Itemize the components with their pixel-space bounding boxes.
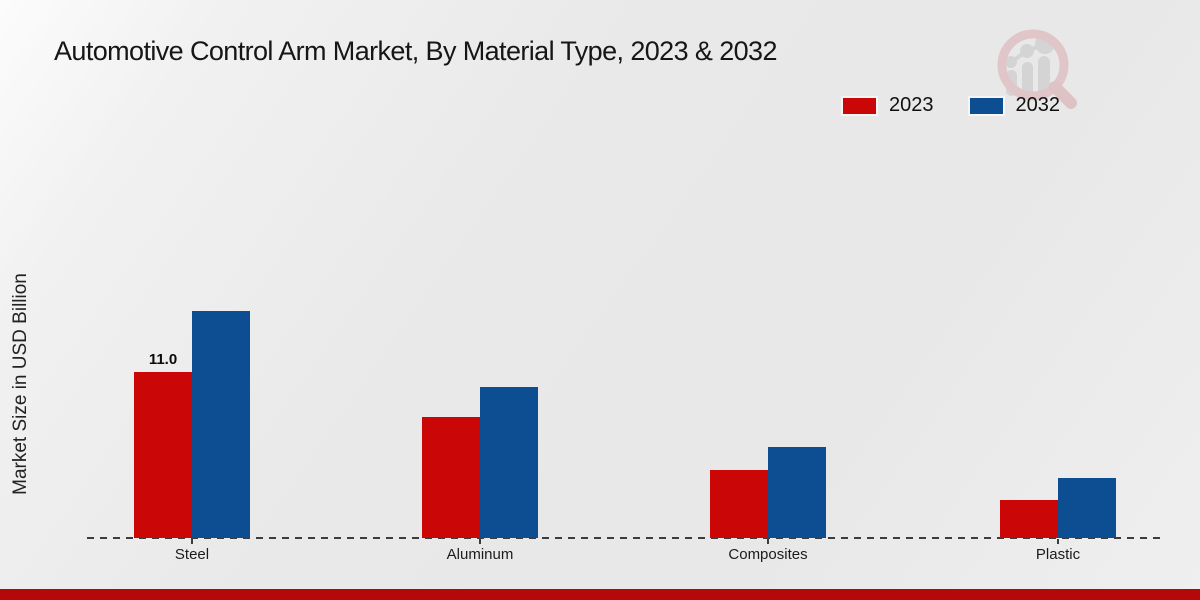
legend-item-2023: 2023 xyxy=(843,94,934,117)
legend-item-2032: 2032 xyxy=(969,94,1061,117)
bar-2032-composites xyxy=(768,447,826,538)
bar-2032-steel xyxy=(192,311,250,538)
legend: 2023 2032 xyxy=(843,94,1060,117)
bar-2032-plastic xyxy=(1058,478,1116,538)
x-tick-composites xyxy=(767,539,769,544)
x-tick-steel xyxy=(191,539,193,544)
x-tick-plastic xyxy=(1057,539,1059,544)
x-axis-line xyxy=(87,537,1163,539)
bar-2032-aluminum xyxy=(480,387,538,538)
chart-title: Automotive Control Arm Market, By Materi… xyxy=(54,36,777,66)
legend-label-2023: 2023 xyxy=(889,94,934,116)
x-tick-label-aluminum: Aluminum xyxy=(446,546,514,563)
y-axis-label: Market Size in USD Billion xyxy=(10,273,31,495)
magnifier-chart-logo-icon xyxy=(992,18,1084,115)
bar-2023-composites xyxy=(710,470,768,538)
bar-value-label-2023-steel: 11.0 xyxy=(148,351,178,368)
x-tick-aluminum xyxy=(479,539,481,544)
x-tick-label-plastic: Plastic xyxy=(1035,546,1081,563)
bar-2023-steel xyxy=(134,372,192,538)
legend-swatch-2023 xyxy=(843,97,876,114)
footer-accent-bar xyxy=(0,589,1200,600)
bar-2023-plastic xyxy=(1000,500,1058,538)
x-tick-label-steel: Steel xyxy=(174,546,210,563)
bar-2023-aluminum xyxy=(422,417,480,538)
legend-swatch-2032 xyxy=(969,97,1003,114)
x-tick-label-composites: Composites xyxy=(728,546,808,563)
legend-label-2032: 2032 xyxy=(1015,94,1061,116)
